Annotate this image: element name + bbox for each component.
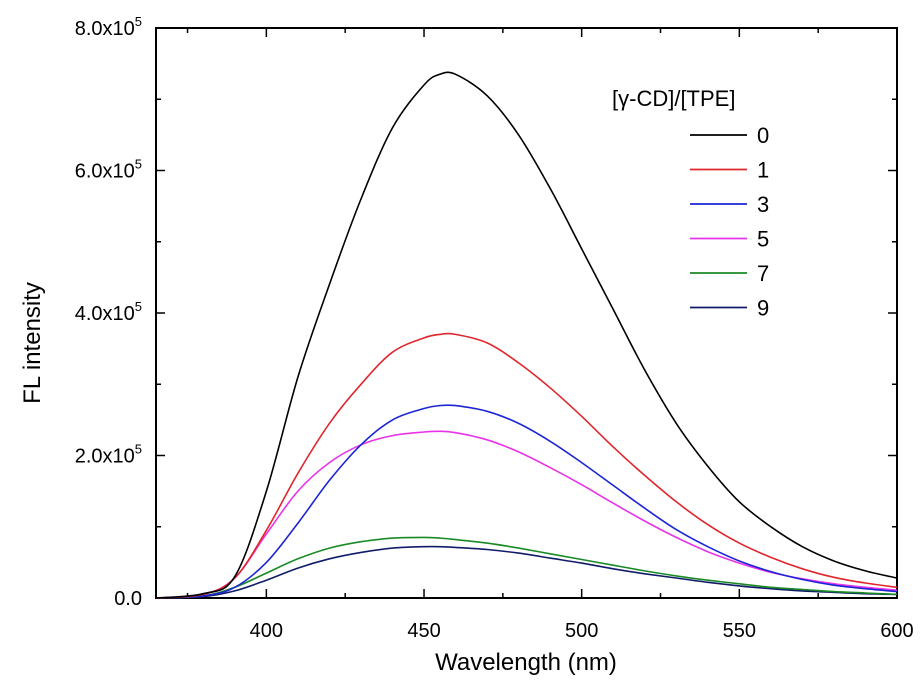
series-lines [155, 71, 898, 599]
legend-label-1: 1 [757, 158, 769, 183]
plot-frame [155, 27, 898, 599]
y-tick-label: 8.0x105 [75, 14, 142, 40]
legend-title: [γ-CD]/[TPE] [612, 86, 735, 111]
x-tick-label: 600 [880, 620, 913, 642]
x-tick-label: 500 [565, 620, 598, 642]
x-tick-label: 400 [250, 620, 283, 642]
y-tick-label: 0.0 [114, 588, 142, 610]
legend-label-3: 3 [757, 192, 769, 217]
y-tick-label: 4.0x105 [75, 299, 142, 325]
legend: [γ-CD]/[TPE] 0 1 3 5 7 9 [612, 86, 769, 321]
y-axis-title: FL intensity [19, 282, 46, 404]
axis-ticks [156, 27, 898, 599]
legend-label-9: 9 [757, 296, 769, 321]
x-tick-label: 550 [723, 620, 756, 642]
x-axis-title: Wavelength (nm) [435, 649, 617, 676]
series-line-7 [155, 536, 898, 599]
series-line-1 [155, 332, 898, 599]
y-tick-label: 2.0x105 [75, 442, 142, 468]
series-line-0 [155, 71, 898, 599]
legend-label-0: 0 [757, 123, 769, 148]
series-line-3 [155, 404, 898, 599]
legend-label-7: 7 [757, 261, 769, 286]
x-tick-label: 450 [407, 620, 440, 642]
tick-labels: 400 450 500 550 600 0.0 2.0x105 4.0x105 6.0x105 8… [75, 14, 914, 642]
y-tick-label: 6.0x105 [75, 157, 142, 183]
legend-label-5: 5 [757, 227, 769, 252]
series-line-9 [155, 545, 898, 599]
